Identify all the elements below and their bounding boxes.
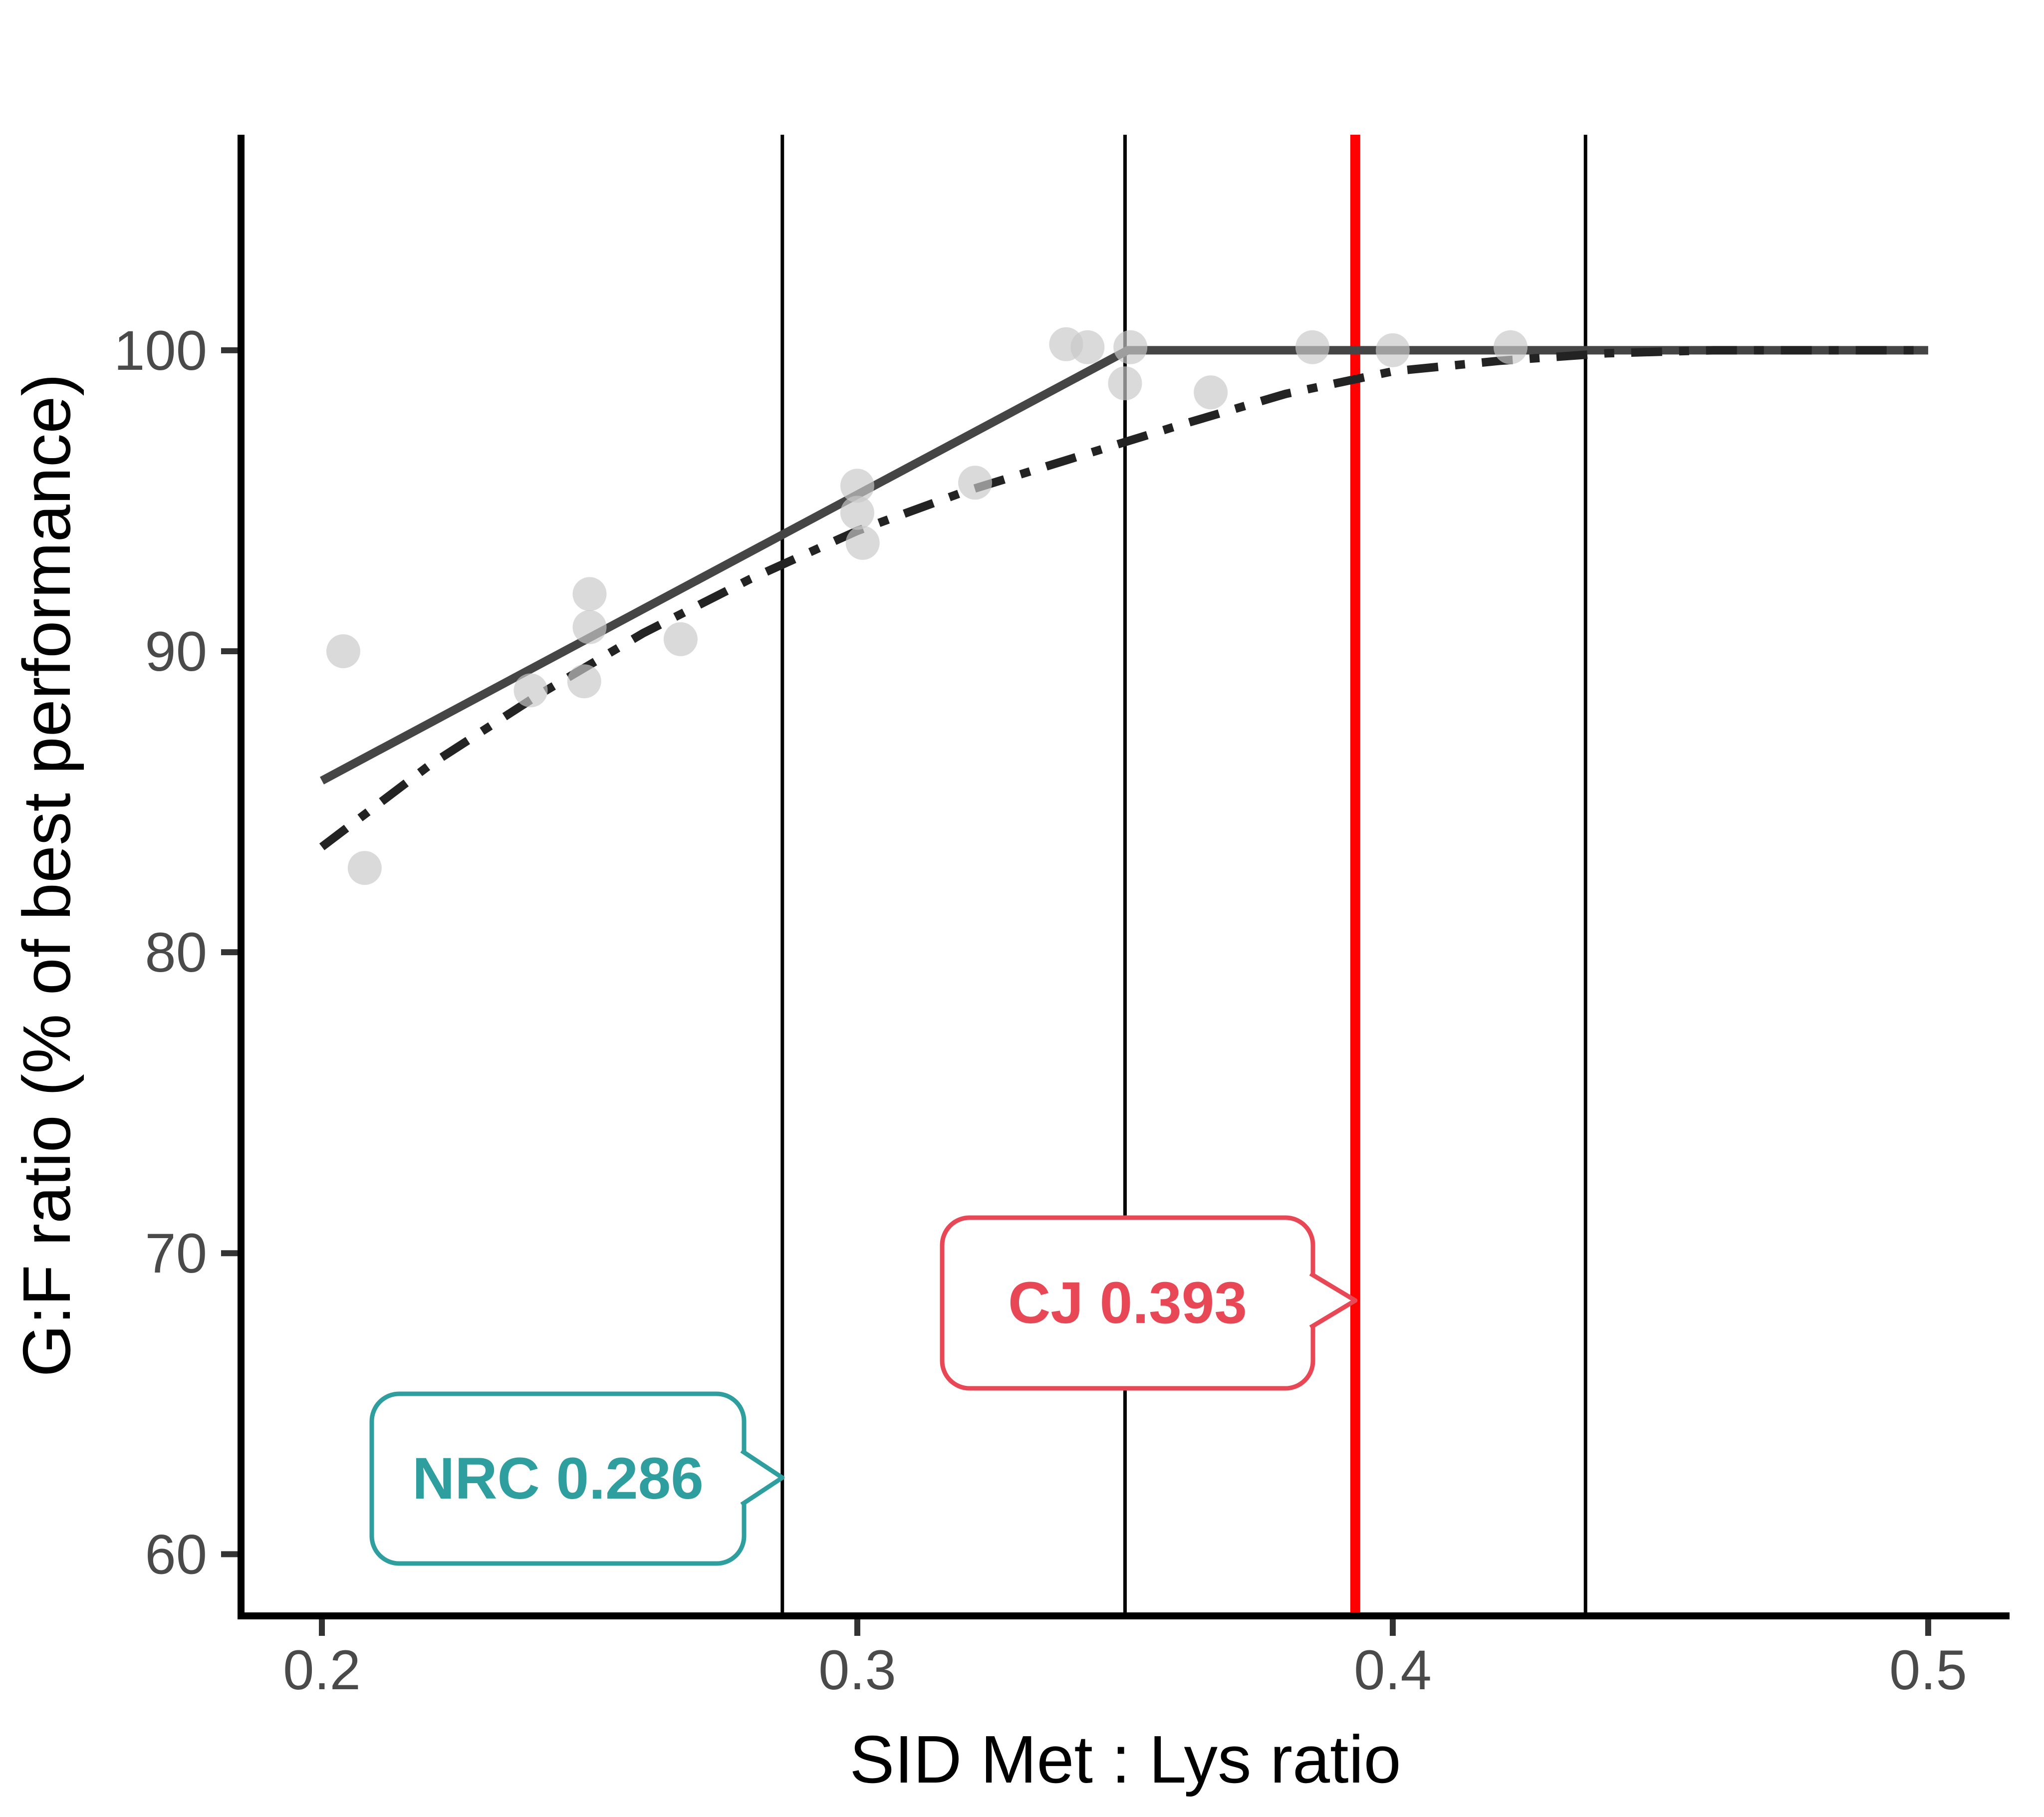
data-point [326,634,360,668]
x-tick-label: 0.4 [1354,1639,1432,1701]
data-point [1070,330,1105,364]
x-tick-label: 0.5 [1889,1639,1967,1701]
reference-lines-layer [780,135,1587,1616]
x-tick-label: 0.3 [818,1639,896,1701]
cj-callout-label: CJ 0.393 [1008,1270,1247,1336]
y-axis-title: G:F ratio (% of best performance) [9,374,84,1377]
cj-callout-arrow [1309,1272,1358,1329]
annotations-layer: NRC 0.286 CJ 0.393 [369,1215,1358,1566]
nrc-callout-arrow [740,1449,785,1507]
data-point [1295,330,1330,364]
data-point [1108,366,1142,401]
data-point [347,851,382,885]
y-tick-label: 80 [145,921,207,984]
y-tick-label: 70 [145,1222,207,1285]
data-point [572,610,607,644]
data-point [572,577,607,611]
data-point [513,673,548,708]
nrc-callout: NRC 0.286 [369,1391,785,1566]
axes-layer: 0.2 0.3 0.4 0.5 60 70 80 90 100 [114,135,2010,1701]
data-point [663,622,698,656]
y-tick-label: 100 [114,319,207,382]
model-line-dashdot [319,346,1928,850]
data-point [845,525,880,560]
data-point [1375,333,1410,367]
x-axis-title: SID Met : Lys ratio [849,1722,1401,1797]
data-point [1194,375,1228,410]
data-points-layer [326,327,1528,885]
data-point [567,664,601,699]
data-point [958,466,993,500]
nrc-callout-label: NRC 0.286 [412,1446,704,1512]
data-point [1493,330,1528,364]
data-point [840,469,874,503]
cj-callout: CJ 0.393 [940,1215,1358,1391]
y-tick-label: 60 [145,1523,207,1585]
x-tick-label: 0.2 [283,1639,361,1701]
data-point [1113,330,1148,364]
data-point [840,496,874,530]
y-tick-label: 90 [145,620,207,683]
